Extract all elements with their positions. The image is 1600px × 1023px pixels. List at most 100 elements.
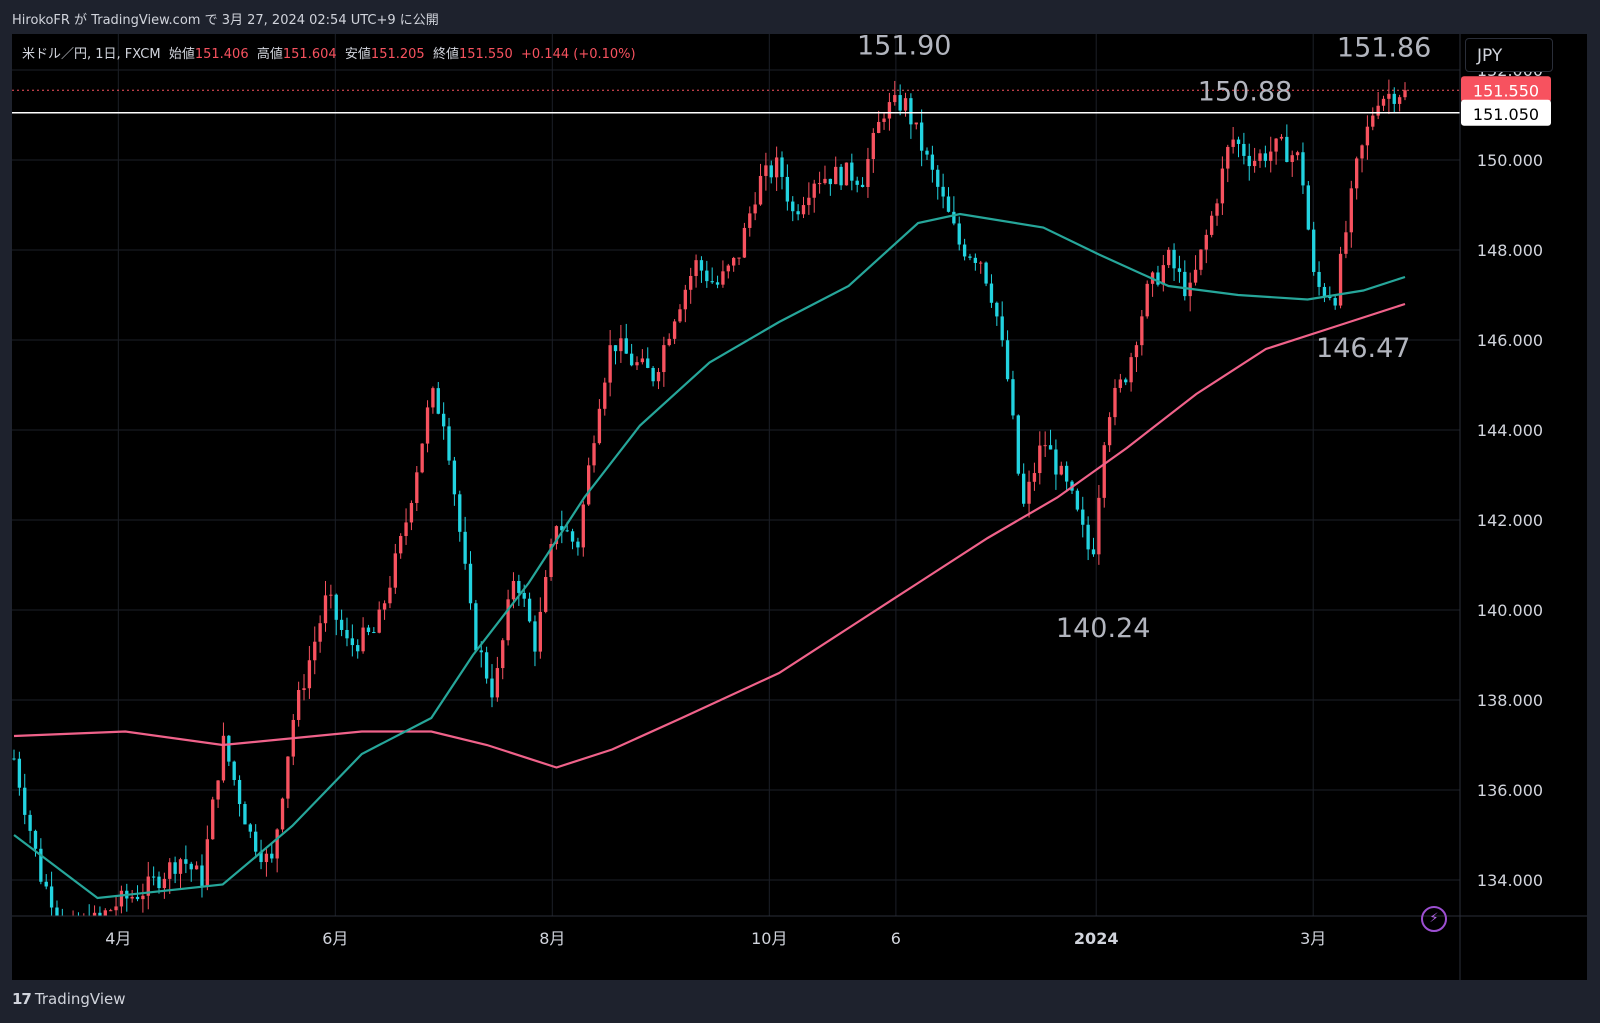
candle-body — [785, 176, 790, 202]
candle-body — [345, 629, 349, 639]
candle-body — [662, 345, 666, 373]
candle-body — [581, 504, 585, 548]
candle-body — [1403, 90, 1407, 98]
candle-body — [254, 831, 258, 852]
candle-body — [592, 443, 596, 466]
level-price-tag — [1461, 99, 1551, 126]
candle-body — [23, 787, 27, 815]
candle-body — [157, 876, 161, 889]
chart-panel[interactable]: 151.550 151.050 151.90 150.88 151.86 140.24 1… — [12, 34, 1587, 980]
candle-body — [678, 309, 682, 322]
x-tick-label: 4月 — [105, 929, 131, 948]
candle-body — [409, 502, 414, 523]
candle-body — [436, 388, 440, 414]
candle-body — [549, 544, 553, 578]
candle-body — [1226, 146, 1230, 169]
candle-body — [699, 260, 704, 271]
candle-body — [624, 338, 628, 354]
time-axis-mask — [12, 917, 1460, 980]
candle-body — [860, 184, 865, 187]
candle-body — [264, 853, 269, 863]
candle-body — [834, 166, 838, 185]
candle-body — [1134, 345, 1139, 358]
candle-body — [1333, 298, 1337, 306]
candle-body — [329, 594, 333, 596]
candle-body — [39, 848, 43, 882]
candle-body — [1064, 465, 1069, 482]
candle-body — [17, 758, 22, 788]
low-value: 151.205 — [370, 47, 425, 62]
candle-body — [184, 859, 188, 864]
x-tick-label: 10月 — [751, 929, 787, 948]
candle-body — [694, 260, 698, 276]
candle-body — [302, 688, 306, 691]
candle-body — [651, 367, 655, 382]
candle-body — [1236, 139, 1241, 144]
candle-body — [839, 166, 843, 186]
lightning-icon[interactable]: ⚡ — [1421, 906, 1447, 932]
candle-body — [1365, 126, 1370, 146]
top-bar: HirokoFR が TradingView.com で 3月 27, 2024… — [0, 0, 1600, 34]
candle-body — [211, 799, 215, 840]
candle-body — [1107, 417, 1112, 446]
candle-body — [415, 472, 419, 503]
candle-body — [1081, 509, 1085, 525]
candle-body — [1124, 379, 1128, 383]
candle-body — [1301, 152, 1305, 186]
candle-body — [511, 580, 516, 600]
candle-body — [55, 907, 59, 916]
candle-body — [1371, 115, 1375, 127]
candle-body — [484, 652, 489, 679]
candle-body — [753, 204, 757, 214]
candle-body — [946, 196, 951, 212]
high-label: 高値 — [256, 47, 283, 62]
candle-body — [296, 690, 301, 720]
candle-body — [1005, 340, 1010, 380]
candle-body — [1247, 155, 1251, 167]
candle-body — [334, 594, 338, 620]
candle-body — [399, 536, 403, 554]
currency-button[interactable]: JPY — [1465, 38, 1553, 72]
candle-body — [307, 660, 312, 689]
candle-body — [119, 890, 124, 907]
candle-body — [748, 213, 752, 228]
candle-body — [356, 645, 360, 652]
candle-body — [420, 443, 424, 473]
high-value: 151.604 — [282, 47, 337, 62]
level-price-label: 151.050 — [1473, 105, 1539, 124]
candle-body — [554, 526, 559, 545]
candle-body — [361, 627, 365, 652]
candle-body — [560, 526, 564, 531]
candle-body — [501, 640, 505, 669]
candle-body — [1322, 286, 1327, 297]
candle-body — [667, 338, 671, 346]
candle-body — [44, 881, 48, 887]
ma-slow-line — [13, 302, 1406, 769]
candle-body — [458, 494, 462, 532]
candle-body — [732, 257, 736, 266]
candle-body — [533, 621, 537, 652]
candle-body — [726, 265, 730, 272]
candle-body — [1209, 215, 1214, 235]
candle-body — [1204, 234, 1208, 250]
candle-body — [517, 580, 521, 593]
y-tick-label: 140.000 — [1477, 601, 1543, 620]
y-tick-label: 150.000 — [1477, 151, 1543, 170]
candle-body — [1161, 265, 1165, 285]
candle-body — [1360, 145, 1364, 159]
candle-body — [1306, 185, 1310, 230]
candle-body — [962, 244, 967, 257]
candle-body — [1113, 387, 1117, 418]
candle-body — [151, 876, 156, 878]
candle-body — [1387, 93, 1391, 99]
candle-body — [318, 623, 322, 642]
candle-body — [925, 150, 929, 155]
candle-body — [103, 910, 107, 916]
candle-body — [1328, 296, 1332, 299]
candle-body — [98, 912, 102, 916]
candle-body — [1145, 283, 1149, 317]
candle-body — [909, 98, 913, 125]
candle-body — [903, 98, 908, 111]
candle-body — [780, 157, 784, 177]
